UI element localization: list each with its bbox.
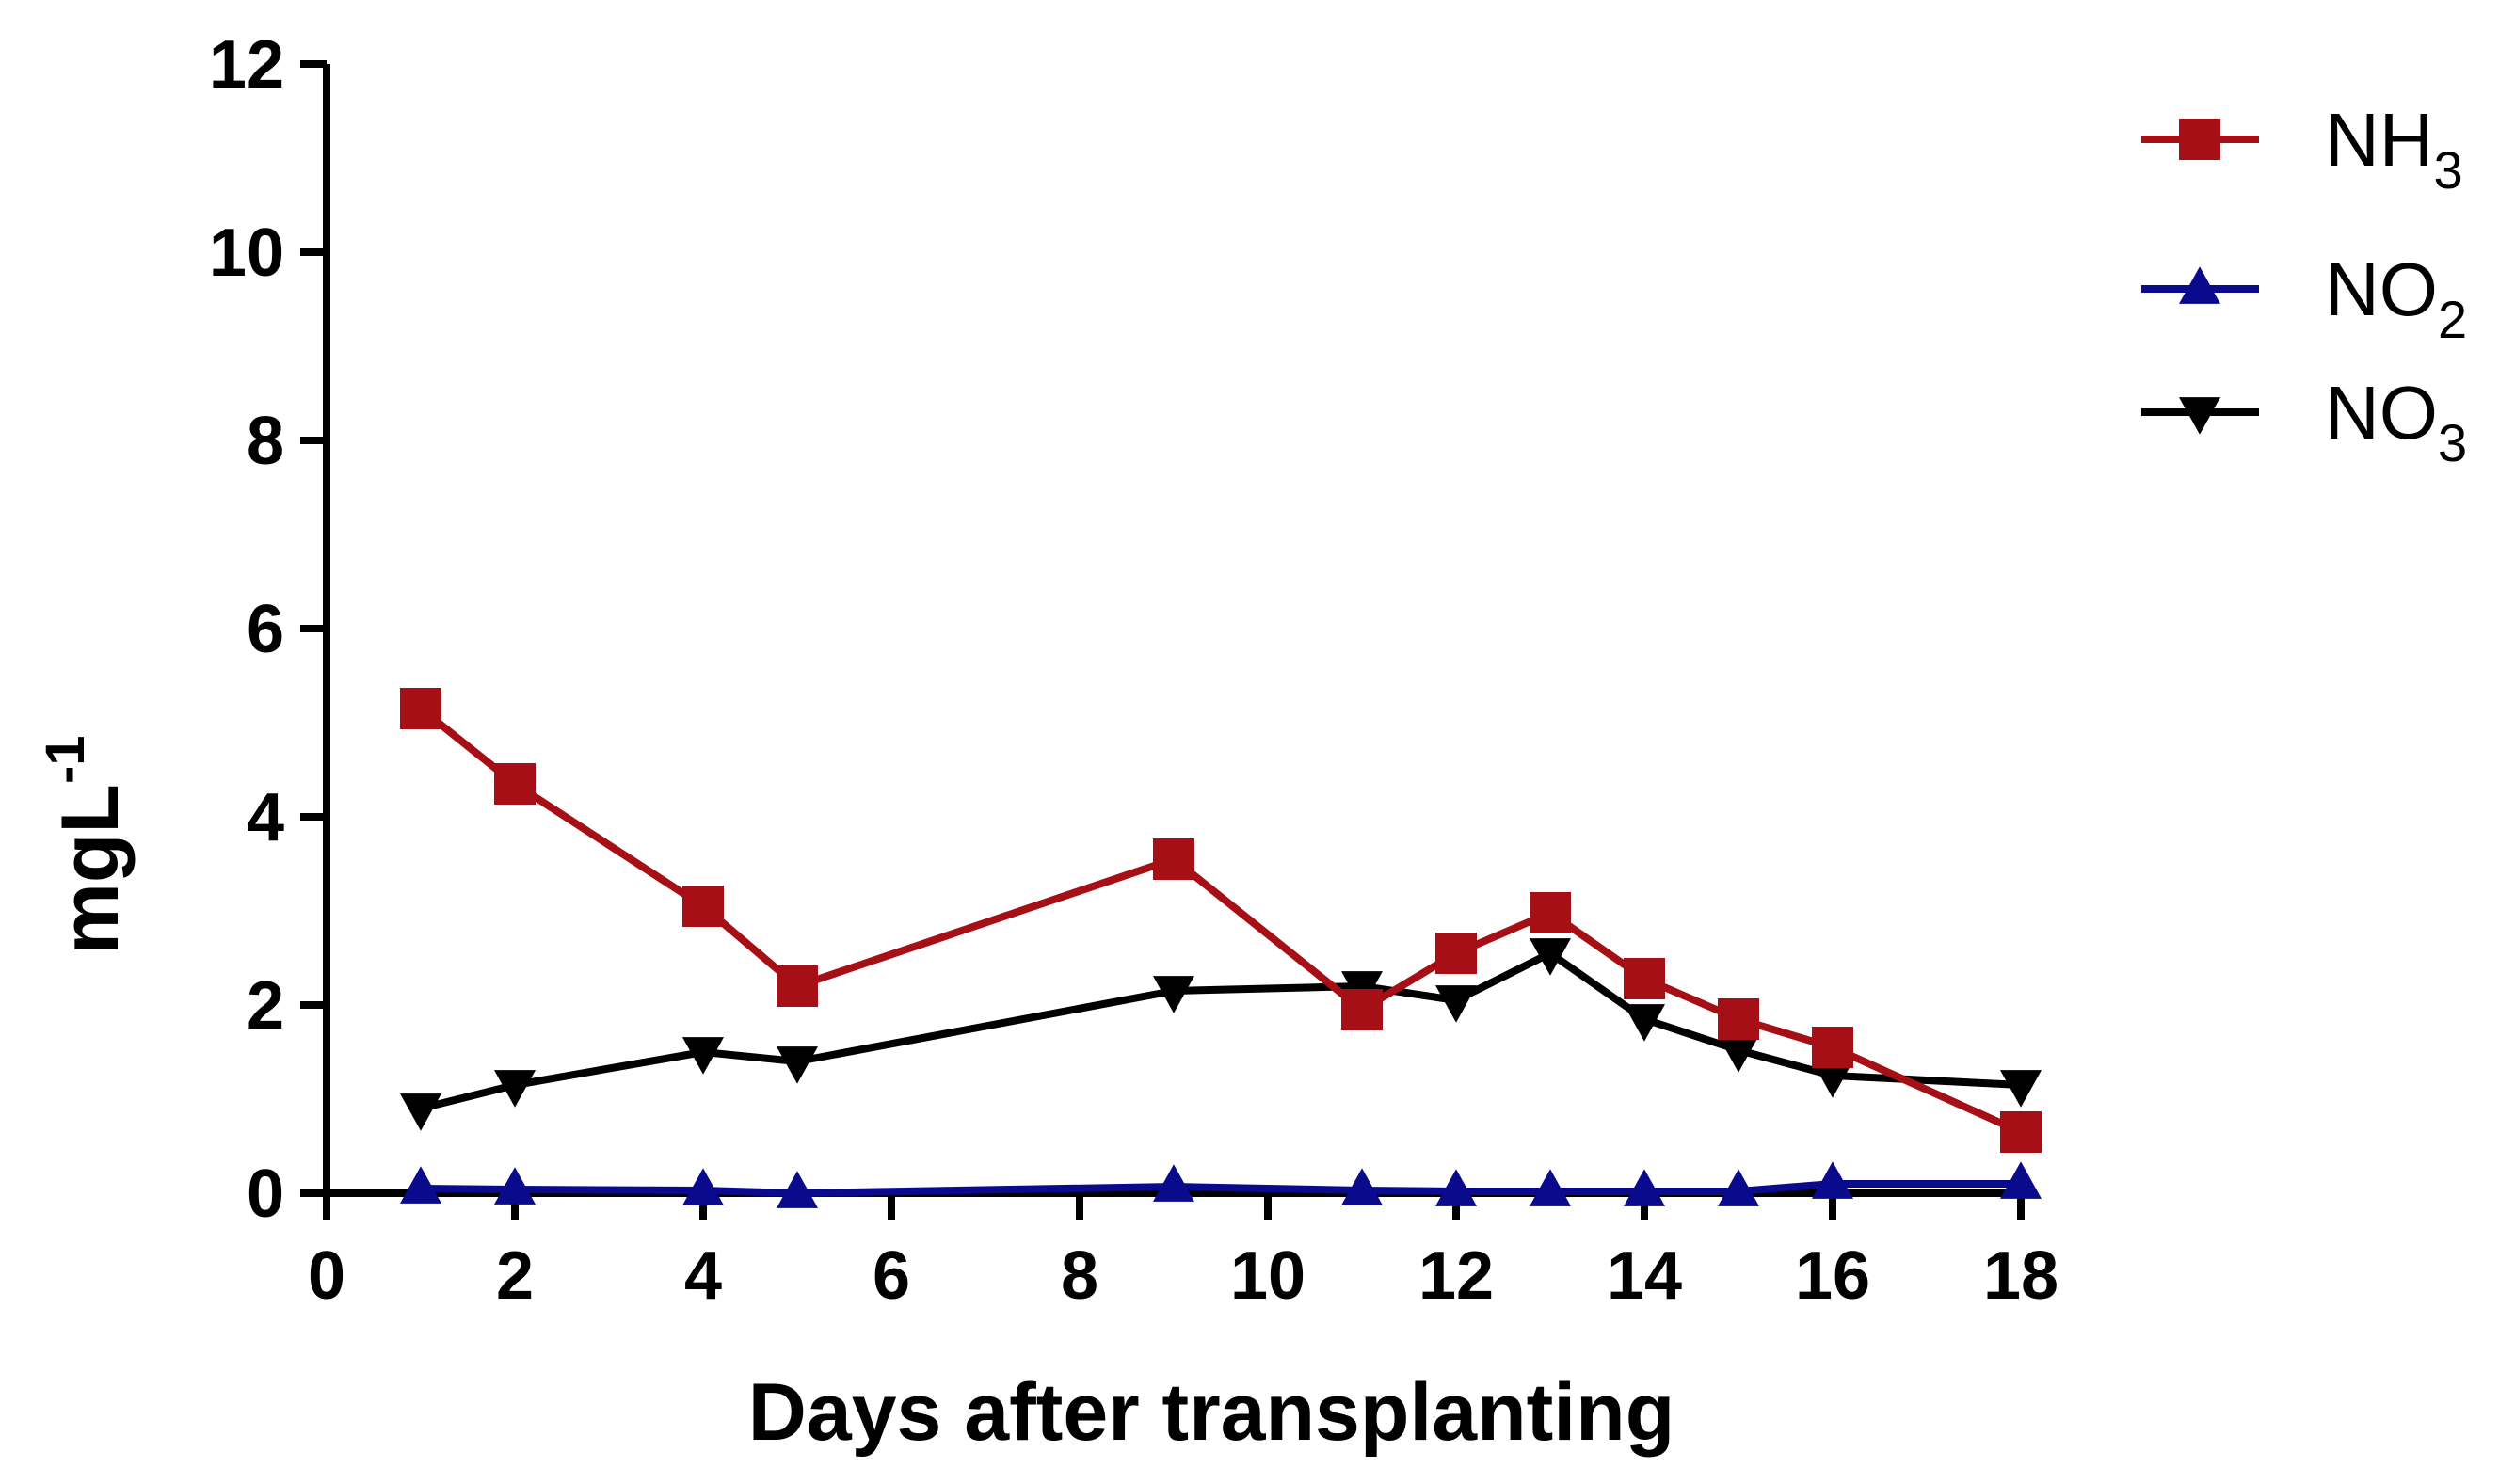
- series-no2: [400, 1161, 2042, 1208]
- data-point-no3: [1530, 938, 1571, 976]
- series-layer: [400, 688, 2042, 1208]
- data-point-no2: [400, 1166, 441, 1204]
- axes: 0 2 4 6 8 10 12 0 2 4 6 8 10 12 14 16 18: [209, 27, 2058, 1314]
- data-point-no2: [1624, 1169, 1665, 1206]
- x-tick-label: 10: [1230, 1238, 1306, 1314]
- data-point-no2: [494, 1167, 536, 1205]
- x-tick-label: 8: [1061, 1238, 1098, 1314]
- data-point-no3: [1812, 1061, 1853, 1098]
- series-no3: [400, 938, 2042, 1131]
- data-point-no2: [1341, 1168, 1383, 1205]
- y-tick-label: 0: [247, 1157, 284, 1232]
- data-point-no3: [1718, 1035, 1759, 1073]
- data-point-no3: [1153, 976, 1194, 1013]
- legend-label-base: NO: [2325, 247, 2438, 331]
- y-tick-label: 6: [247, 592, 284, 667]
- y-tick-label: 10: [209, 215, 284, 291]
- legend-label: NH3: [2325, 98, 2463, 199]
- x-tick-label: 0: [308, 1238, 345, 1314]
- legend-item-nh3: NH3: [2141, 98, 2463, 199]
- data-point-no2: [1435, 1169, 1477, 1206]
- legend-item-no2: NO2: [2141, 247, 2467, 349]
- data-point-nh3: [2000, 1111, 2042, 1153]
- data-point-nh3: [494, 763, 536, 805]
- x-tick-label: 4: [684, 1238, 722, 1314]
- legend-label: NO3: [2325, 371, 2467, 472]
- data-point-no3: [400, 1093, 441, 1131]
- series-line-no3: [420, 949, 2022, 1112]
- data-point-no2: [1530, 1169, 1571, 1206]
- data-point-no3: [777, 1046, 818, 1084]
- data-point-no3: [682, 1037, 724, 1075]
- data-point-no3: [494, 1070, 536, 1108]
- x-tick-label: 18: [1983, 1238, 2058, 1314]
- data-point-no3: [1435, 985, 1477, 1023]
- y-tick-label: 12: [209, 27, 284, 103]
- data-point-nh3: [1718, 998, 1759, 1040]
- x-tick-label: 2: [496, 1238, 534, 1314]
- data-point-no2: [2000, 1161, 2042, 1199]
- data-point-no2: [1718, 1169, 1759, 1206]
- y-tick-label: 4: [247, 780, 284, 855]
- legend-marker: [2179, 119, 2220, 160]
- data-point-nh3: [777, 965, 818, 1007]
- legend-label: NO2: [2325, 247, 2467, 349]
- data-point-nh3: [1624, 958, 1665, 999]
- y-tick-label: 2: [247, 968, 284, 1044]
- y-tick-label: 8: [247, 404, 284, 479]
- data-point-no3: [2000, 1070, 2042, 1108]
- y-axis-title-sup: -1: [35, 735, 96, 784]
- series-nh3: [400, 688, 2042, 1153]
- data-point-no2: [1153, 1164, 1194, 1202]
- y-axis-title-base: mgL: [45, 784, 136, 955]
- data-point-no2: [682, 1168, 724, 1205]
- data-point-nh3: [1812, 1027, 1853, 1068]
- data-point-nh3: [400, 688, 441, 729]
- legend-label-base: NO: [2325, 371, 2438, 455]
- series-line-no2: [420, 1180, 2021, 1197]
- legend-label-sub: 3: [2434, 140, 2463, 199]
- legend-label-base: NH: [2325, 98, 2434, 182]
- x-tick-label: 16: [1795, 1238, 1870, 1314]
- data-point-nh3: [1530, 892, 1571, 933]
- legend-label-sub: 3: [2438, 413, 2467, 472]
- y-axis-title: mgL-1: [35, 735, 136, 954]
- x-axis-title: Days after transplanting: [748, 1367, 1674, 1458]
- data-point-nh3: [1153, 838, 1194, 880]
- x-tick-label: 6: [873, 1238, 910, 1314]
- legend-item-no3: NO3: [2141, 371, 2467, 472]
- legend-label-sub: 2: [2438, 290, 2467, 349]
- data-point-nh3: [682, 886, 724, 927]
- data-point-nh3: [1341, 989, 1383, 1030]
- x-tick-label: 14: [1607, 1238, 1682, 1314]
- data-point-no3: [1624, 1004, 1665, 1042]
- legend-marker: [2179, 266, 2220, 304]
- data-point-nh3: [1435, 933, 1477, 974]
- series-line-nh3: [418, 705, 2023, 1136]
- data-point-no2: [777, 1171, 818, 1208]
- legend-marker: [2179, 397, 2220, 435]
- x-tick-label: 12: [1418, 1238, 1494, 1314]
- data-point-no2: [1812, 1161, 1853, 1199]
